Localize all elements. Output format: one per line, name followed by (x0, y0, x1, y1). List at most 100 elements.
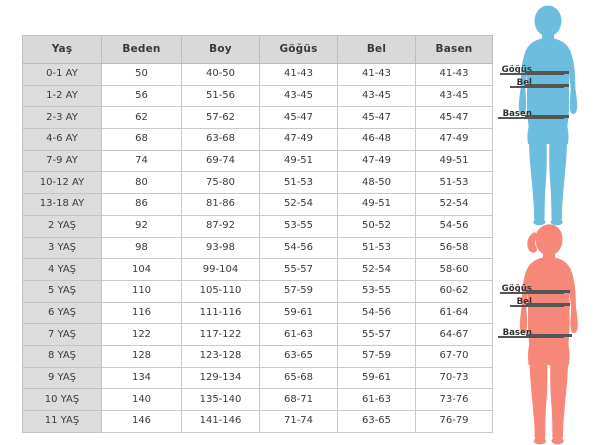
cell-boy: 93-98 (181, 236, 260, 260)
cell-beden: 62 (101, 106, 182, 130)
cell-boy: 40-50 (181, 63, 260, 86)
cell-basen: 43-45 (415, 84, 493, 108)
cell-beden: 110 (101, 279, 182, 303)
cell-beden: 128 (101, 344, 182, 368)
cell-beden: 50 (101, 63, 182, 86)
cell-bel: 54-56 (337, 301, 416, 325)
cell-basen: 73-76 (415, 388, 493, 411)
table-row: 11 YAŞ 146 141-146 71-74 63-65 76-79 (22, 410, 493, 433)
table-row: 10 YAŞ 140 135-140 68-71 61-63 73-76 (22, 388, 493, 411)
cell-beden: 86 (101, 193, 182, 216)
cell-gogus: 57-59 (259, 279, 338, 303)
cell-gogus: 47-49 (259, 128, 338, 151)
cell-basen: 60-62 (415, 279, 493, 303)
table-row: 8 YAŞ 128 123-128 63-65 57-59 67-70 (22, 344, 493, 368)
boy-figure-block: Göğüs Bel Basen (496, 4, 600, 226)
cell-age: 4 YAŞ (22, 258, 102, 281)
cell-basen: 56-58 (415, 236, 493, 260)
cell-beden: 68 (101, 128, 182, 151)
cell-beden: 104 (101, 258, 182, 281)
cell-boy: 63-68 (181, 128, 260, 151)
cell-age: 11 YAŞ (22, 410, 102, 433)
cell-boy: 123-128 (181, 344, 260, 368)
cell-bel: 55-57 (337, 323, 416, 346)
cell-bel: 63-65 (337, 410, 416, 433)
cell-age: 7-9 AY (22, 149, 102, 173)
boy-chest-tape-line (525, 71, 569, 74)
cell-bel: 48-50 (337, 171, 416, 195)
cell-basen: 47-49 (415, 128, 493, 151)
table-row: 2 YAŞ 92 87-92 53-55 50-52 54-56 (22, 214, 493, 238)
cell-boy: 135-140 (181, 388, 260, 411)
column-header-age: Yaş (22, 35, 102, 64)
cell-age: 5 YAŞ (22, 279, 102, 303)
cell-gogus: 45-47 (259, 106, 338, 130)
cell-basen: 64-67 (415, 323, 493, 346)
column-header-bel: Bel (337, 35, 416, 64)
cell-bel: 61-63 (337, 388, 416, 411)
cell-age: 2 YAŞ (22, 214, 102, 238)
cell-gogus: 61-63 (259, 323, 338, 346)
cell-gogus: 41-43 (259, 63, 338, 86)
girl-figure-silhouette (519, 224, 578, 445)
cell-age: 9 YAŞ (22, 366, 102, 390)
column-header-basen: Basen (415, 35, 493, 64)
girl-waist-tape-line (526, 303, 570, 306)
cell-beden: 92 (101, 214, 182, 238)
cell-age: 2-3 AY (22, 106, 102, 130)
cell-basen: 41-43 (415, 63, 493, 86)
cell-gogus: 71-74 (259, 410, 338, 433)
cell-gogus: 68-71 (259, 388, 338, 411)
cell-boy: 57-62 (181, 106, 260, 130)
cell-beden: 56 (101, 84, 182, 108)
cell-beden: 146 (101, 410, 182, 433)
cell-boy: 75-80 (181, 171, 260, 195)
table-row: 3 YAŞ 98 93-98 54-56 51-53 56-58 (22, 236, 493, 260)
cell-age: 7 YAŞ (22, 323, 102, 346)
table-row: 2-3 AY 62 57-62 45-47 45-47 45-47 (22, 106, 493, 130)
size-chart-table-container: Yaş Beden Boy Göğüs Bel Basen 0-1 AY 50 40… (22, 35, 493, 433)
boy-figure-silhouette (518, 5, 578, 226)
cell-basen: 61-64 (415, 301, 493, 325)
boy-hip-tape-line (525, 115, 569, 118)
girl-hip-tape-line (526, 334, 572, 337)
cell-beden: 80 (101, 171, 182, 195)
cell-basen: 52-54 (415, 193, 493, 216)
cell-gogus: 51-53 (259, 171, 338, 195)
cell-gogus: 54-56 (259, 236, 338, 260)
table-row: 7-9 AY 74 69-74 49-51 47-49 49-51 (22, 149, 493, 173)
table-row: 7 YAŞ 122 117-122 61-63 55-57 64-67 (22, 323, 493, 346)
table-row: 4 YAŞ 104 99-104 55-57 52-54 58-60 (22, 258, 493, 281)
cell-beden: 98 (101, 236, 182, 260)
table-row: 4-6 AY 68 63-68 47-49 46-48 47-49 (22, 128, 493, 151)
cell-boy: 141-146 (181, 410, 260, 433)
boy-waist-tape-line (525, 84, 569, 87)
cell-boy: 105-110 (181, 279, 260, 303)
table-row: 13-18 AY 86 81-86 52-54 49-51 52-54 (22, 193, 493, 216)
cell-boy: 117-122 (181, 323, 260, 346)
cell-basen: 70-73 (415, 366, 493, 390)
girl-figure-block: Göğüs Bel Basen (496, 222, 600, 445)
cell-boy: 111-116 (181, 301, 260, 325)
column-header-gogus: Göğüs (259, 35, 338, 64)
table-row: 9 YAŞ 134 129-134 65-68 59-61 70-73 (22, 366, 493, 390)
table-body: 0-1 AY 50 40-50 41-43 41-43 41-43 1-2 AY 56 51-5… (22, 63, 493, 433)
table-row: 5 YAŞ 110 105-110 57-59 53-55 60-62 (22, 279, 493, 303)
cell-bel: 50-52 (337, 214, 416, 238)
cell-boy: 129-134 (181, 366, 260, 390)
cell-beden: 74 (101, 149, 182, 173)
cell-gogus: 52-54 (259, 193, 338, 216)
cell-age: 4-6 AY (22, 128, 102, 151)
cell-boy: 99-104 (181, 258, 260, 281)
table-row: 1-2 AY 56 51-56 43-45 43-45 43-45 (22, 84, 493, 108)
cell-bel: 43-45 (337, 84, 416, 108)
cell-age: 8 YAŞ (22, 344, 102, 368)
cell-gogus: 65-68 (259, 366, 338, 390)
cell-gogus: 43-45 (259, 84, 338, 108)
cell-bel: 52-54 (337, 258, 416, 281)
cell-basen: 45-47 (415, 106, 493, 130)
cell-gogus: 49-51 (259, 149, 338, 173)
table-header-row: Yaş Beden Boy Göğüs Bel Basen (22, 35, 493, 64)
cell-bel: 59-61 (337, 366, 416, 390)
cell-bel: 46-48 (337, 128, 416, 151)
